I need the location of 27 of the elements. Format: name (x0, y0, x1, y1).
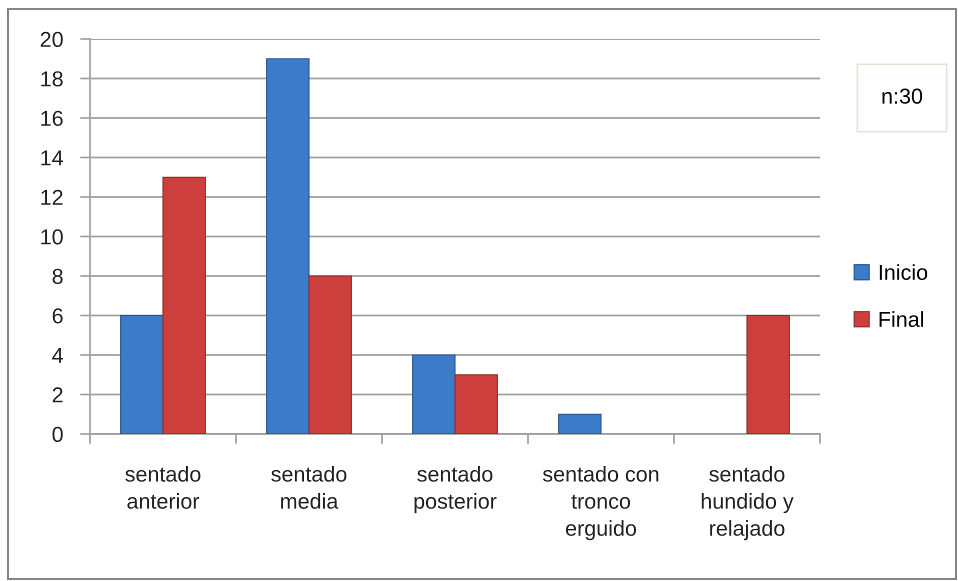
x-tick-label: sentado anterior (125, 466, 200, 509)
y-tick-label: 2 (52, 387, 63, 402)
bar (454, 374, 498, 434)
y-tick-label: 0 (52, 426, 63, 442)
legend-label: Inicio (880, 264, 928, 280)
bar (308, 275, 352, 434)
y-tick-label: 6 (52, 308, 63, 324)
bar (162, 176, 206, 434)
y-tick-label: 8 (52, 268, 63, 284)
y-tick-label: 10 (41, 229, 63, 245)
x-tick-label: sentado posterior (414, 466, 497, 514)
bar (746, 314, 790, 434)
y-tick-label: 16 (41, 110, 63, 126)
y-tick-label: 18 (41, 71, 63, 87)
legend-label: Final (880, 311, 924, 327)
x-tick-label: sentado hundido y relajado (702, 466, 794, 540)
bar (120, 314, 164, 434)
text: n:30 (882, 88, 922, 104)
y-tick-label: 14 (41, 150, 63, 166)
y-tick-label: 4 (52, 348, 63, 363)
y-tick-label: 12 (41, 190, 63, 205)
bar (558, 414, 602, 434)
x-tick-label: sentado con tronco erguido (542, 466, 658, 540)
bar (266, 58, 310, 434)
y-tick-label: 20 (40, 32, 63, 48)
x-tick-label: sentado media (271, 466, 346, 509)
bar (412, 354, 456, 434)
